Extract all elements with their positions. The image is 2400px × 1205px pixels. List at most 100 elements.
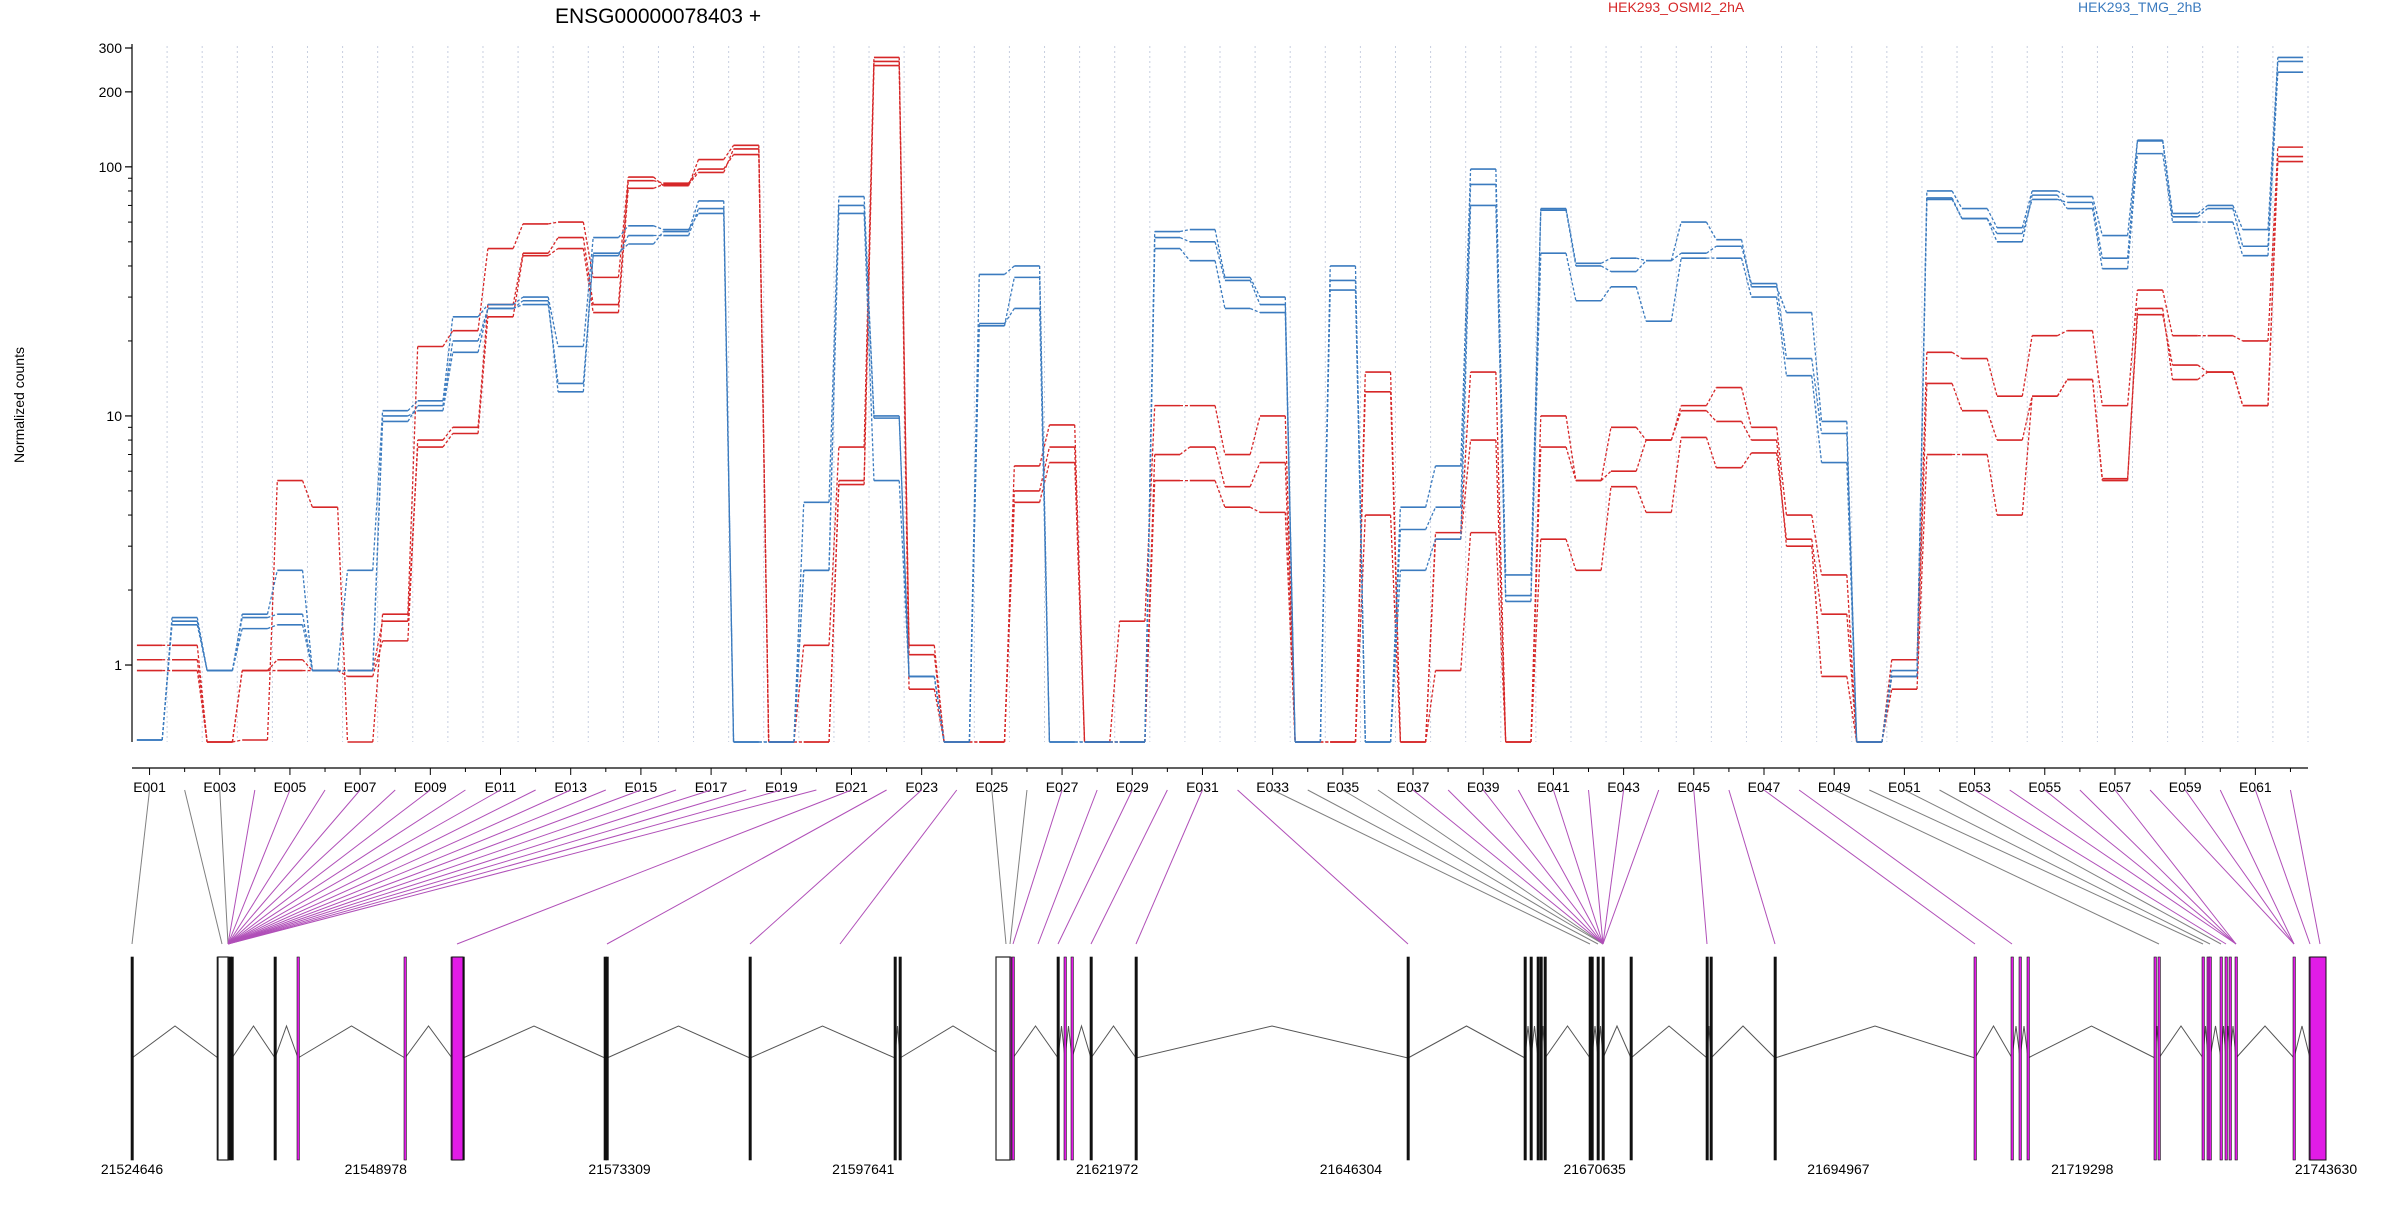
series-lines — [136, 56, 2304, 743]
series-connector — [1144, 405, 1156, 622]
series-connector — [2232, 208, 2244, 247]
series-connector — [1986, 454, 1998, 516]
series-connector — [1565, 446, 1577, 481]
series-connector — [1249, 506, 1261, 513]
genomic-tick-label: 21524646 — [101, 1161, 164, 1177]
exon-connector — [1307, 789, 1599, 945]
intron-chevron — [404, 1025, 453, 1059]
series-connector — [442, 426, 454, 441]
series-connector — [1319, 290, 1331, 743]
series-connector — [898, 57, 910, 646]
exon-connector — [1272, 789, 1591, 945]
intron-chevron — [899, 1025, 1007, 1059]
series-connector — [301, 624, 314, 671]
exon-connector — [227, 789, 817, 945]
series-connector — [442, 316, 454, 401]
y-axis: 1 10 100 200 300 — [99, 40, 133, 742]
series-connector — [1495, 372, 1507, 743]
gene-model — [130, 956, 2327, 1161]
series-connector — [758, 148, 770, 743]
y-tick-label: 100 — [99, 159, 123, 175]
x-tick-label: E001 — [133, 779, 166, 795]
series-connector — [653, 176, 664, 187]
exon-connector — [2219, 789, 2295, 945]
x-tick-label: E037 — [1397, 779, 1430, 795]
x-tick-label: E053 — [1958, 779, 1991, 795]
series-connector — [1740, 246, 1752, 284]
series-connector — [1846, 462, 1858, 743]
exon-box-highlighted — [451, 956, 464, 1161]
series-connector — [1600, 257, 1612, 264]
exon-connector — [1904, 789, 2211, 945]
genomic-tick-label: 21646304 — [1320, 1161, 1383, 1177]
series-connector — [2267, 72, 2279, 256]
exon-box-highlighted — [296, 956, 300, 1161]
series-connector — [1109, 621, 1121, 743]
series-connector — [477, 248, 489, 331]
exon-connector — [131, 789, 151, 945]
series-connector — [1530, 415, 1542, 743]
series-connector — [2232, 205, 2244, 230]
genomic-tick-label: 21694967 — [1807, 1161, 1870, 1177]
series-connector — [1600, 427, 1612, 481]
series-connector — [1179, 236, 1191, 243]
intron-chevron — [1407, 1025, 1526, 1059]
x-tick-label: E021 — [835, 779, 868, 795]
series-connector — [1846, 614, 1858, 743]
series-connector — [2021, 190, 2033, 228]
series-connector — [2162, 289, 2174, 336]
series-connector — [1003, 277, 1015, 326]
series-connector — [688, 213, 700, 230]
exon-connector — [227, 789, 396, 945]
series-connector — [1916, 199, 1928, 677]
exon-box-highlighted — [1063, 956, 1067, 1161]
series-connector — [2021, 396, 2033, 441]
exon-box — [1709, 956, 1713, 1161]
exon-box-highlighted — [2157, 956, 2161, 1161]
series-connector — [1214, 446, 1226, 487]
exon-box — [230, 956, 234, 1161]
exon-box-highlighted — [2153, 956, 2157, 1161]
series-connector — [723, 154, 735, 170]
series-connector — [1460, 440, 1472, 540]
series-connector — [1144, 248, 1156, 743]
series-connector — [1670, 221, 1682, 261]
series-connector — [582, 237, 594, 305]
series-connector — [302, 659, 313, 672]
series-connector — [2267, 161, 2279, 406]
exon-connector — [1012, 789, 1063, 945]
intron-chevron — [1630, 1025, 1708, 1059]
series-connector — [1284, 304, 1296, 743]
series-connector — [1706, 245, 1717, 254]
series-connector — [266, 659, 278, 672]
series-connector — [1811, 312, 1823, 422]
series-connector — [1600, 286, 1612, 302]
exon-connector-lines — [131, 789, 2321, 945]
series-connector — [1775, 440, 1788, 547]
exon-box-highlighted — [2010, 956, 2014, 1161]
exon-connector — [1009, 789, 1028, 945]
exon-box-highlighted — [2219, 956, 2223, 1161]
intron-chevron — [1012, 1025, 1059, 1059]
series-connector — [1003, 308, 1015, 324]
exon-box — [1543, 956, 1547, 1161]
series-connector — [2232, 335, 2244, 342]
x-tick-label: E043 — [1607, 779, 1640, 795]
series-connector — [1284, 312, 1296, 743]
series-connector — [2232, 221, 2244, 256]
series-connector — [372, 614, 384, 743]
series-connector — [2126, 308, 2139, 481]
series-connector — [617, 225, 629, 238]
series-connector — [512, 223, 524, 249]
series-connector — [1776, 286, 1788, 313]
series-connector — [1214, 405, 1226, 455]
x-tick-label: E027 — [1046, 779, 1079, 795]
series-connector — [1951, 190, 1963, 209]
series-connector — [1881, 689, 1893, 743]
series-connector — [1600, 470, 1612, 482]
series-connector — [653, 231, 664, 245]
series-connector — [1846, 433, 1858, 743]
genomic-tick-label: 21743630 — [2295, 1161, 2358, 1177]
x-tick-label: E011 — [485, 779, 517, 795]
series-connector — [1916, 454, 1928, 690]
